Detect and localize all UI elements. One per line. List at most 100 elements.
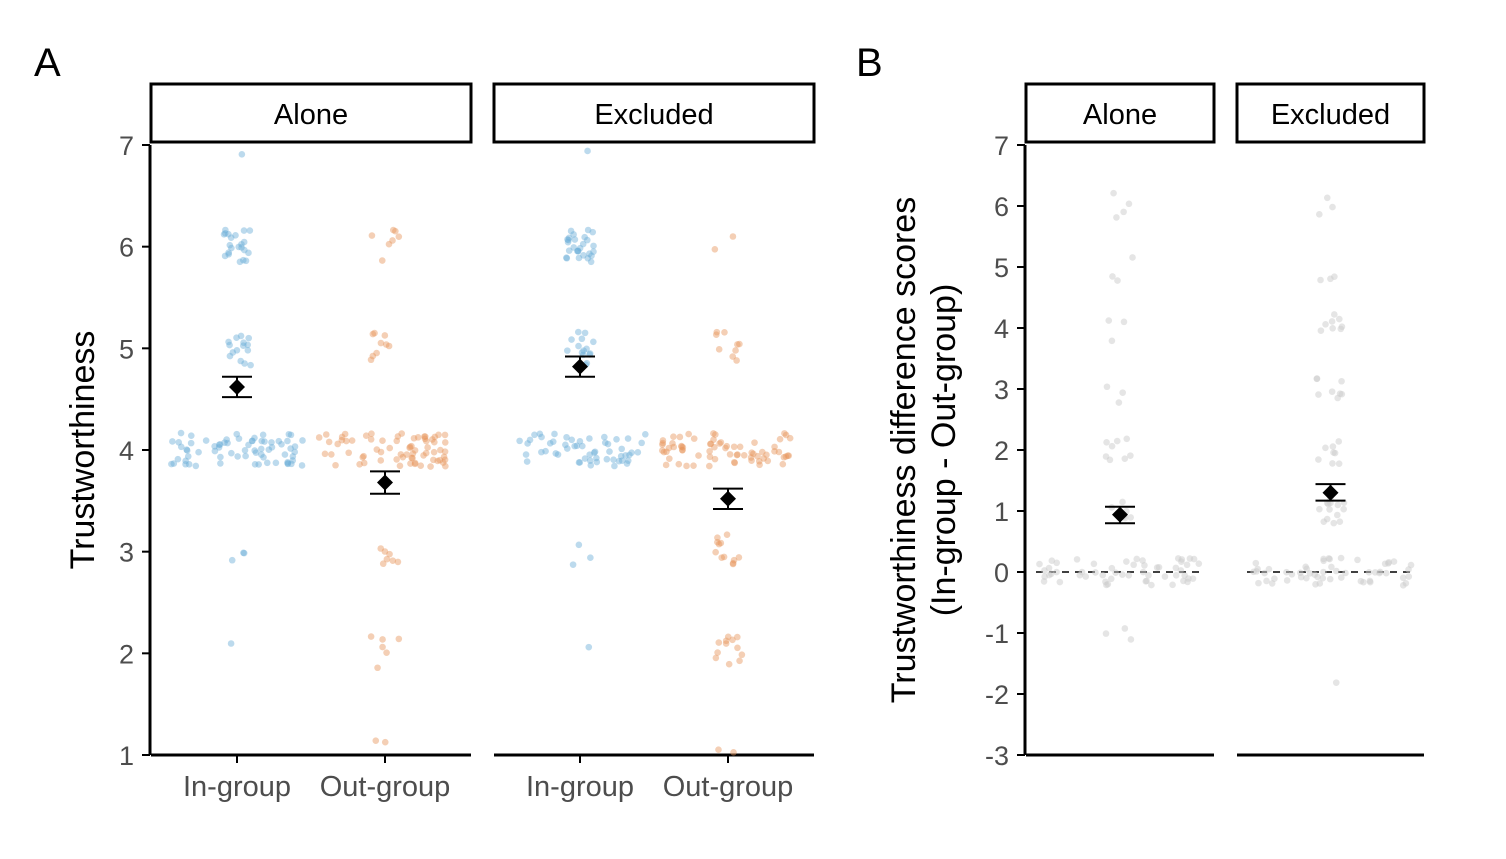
data-point [1329,460,1336,467]
data-point [683,462,690,470]
panel-label: A [34,41,61,85]
data-point [1036,560,1043,568]
data-point [1382,569,1390,577]
data-point [1354,556,1361,564]
data-point [574,247,582,255]
data-point [542,447,549,455]
data-point [675,460,683,468]
data-point [348,437,356,444]
data-point [1127,636,1135,643]
data-point [441,456,449,464]
data-point [584,147,591,155]
data-point [730,443,738,451]
data-point [393,456,400,463]
data-point [565,247,573,254]
data-point [1113,214,1120,221]
data-point [1319,574,1327,582]
data-point [569,561,577,568]
panel-a: A Trustworthiness 1 2 3 4 5 6 7 Alone In-group Out-… [34,41,816,803]
data-point [1090,560,1098,568]
data-point [244,341,252,349]
data-point [1102,453,1110,460]
data-point [1172,572,1180,579]
data-point [1337,554,1345,562]
data-point [570,231,577,238]
data-point [679,444,687,451]
data-point [1141,562,1148,569]
data-point [182,457,189,465]
data-point [665,444,673,452]
data-point [734,633,741,641]
data-point [1252,559,1260,567]
data-point [398,430,406,437]
data-point [1303,565,1311,573]
data-point [406,444,413,452]
data-point [579,442,586,450]
data-point [1169,581,1176,589]
data-point [332,461,339,469]
data-point [258,451,265,458]
data-point [1261,569,1268,577]
facet-strip [1024,82,1216,144]
data-point [581,329,589,337]
data-point [431,438,438,446]
data-point [748,449,756,456]
data-point [1177,567,1185,574]
data-point [775,448,783,456]
data-point [590,449,598,456]
data-point [379,636,386,643]
data-point [422,449,430,457]
data-point [1048,557,1056,565]
data-point [226,341,233,349]
data-point [1330,519,1338,527]
facet-strip [492,82,816,144]
data-point [715,540,723,548]
data-point [1329,203,1336,211]
data-point [1315,391,1322,398]
data-point [268,443,276,451]
data-point [1108,564,1116,572]
data-point [247,361,254,369]
data-point [257,445,265,453]
data-point [730,556,738,564]
data-point [378,257,386,264]
data-point [1336,518,1344,526]
data-point [538,448,545,456]
data-point [227,234,235,241]
data-point [712,654,720,662]
data-point [1112,569,1119,577]
data-point [441,448,449,455]
facet-label: Alone [1083,99,1157,131]
data-point [379,560,387,568]
data-point [1123,558,1130,565]
data-point [563,254,571,262]
data-point [1340,505,1347,513]
data-point [367,633,375,640]
data-point [1283,568,1290,576]
data-point [726,451,734,458]
data-point [239,256,247,264]
data-point [1338,377,1345,385]
data-point [233,430,241,438]
data-point [325,438,333,446]
mean-marker [572,358,588,375]
data-point [573,442,581,450]
data-point [634,449,642,456]
data-point [258,437,266,445]
data-point [238,151,246,158]
data-point [411,459,419,467]
data-point [658,447,666,454]
data-point [251,447,259,454]
data-point [226,352,234,360]
data-point [733,451,741,459]
data-point [245,441,252,449]
data-point [685,430,692,438]
data-point [187,439,195,447]
data-point [372,737,380,744]
data-point [546,440,554,447]
data-point [233,346,241,354]
y-tick-label: 3 [994,375,1009,405]
data-point [368,232,376,239]
y-axis-label: Trustworthiness difference scores [885,197,923,703]
